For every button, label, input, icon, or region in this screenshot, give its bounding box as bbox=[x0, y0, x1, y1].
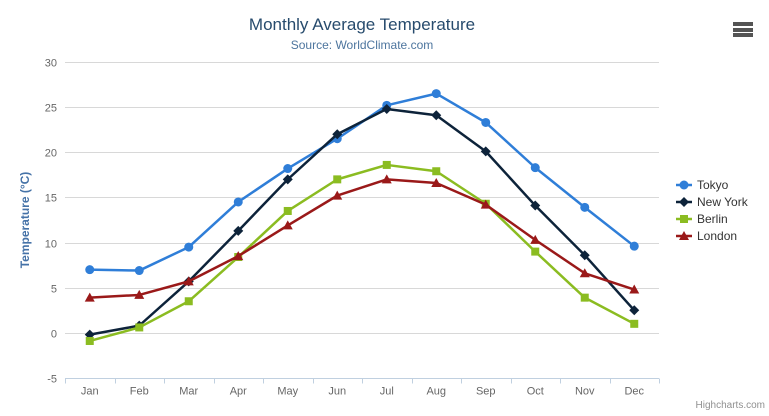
x-axis-label: Sep bbox=[476, 386, 496, 398]
x-axis-label: Oct bbox=[527, 386, 544, 398]
data-point-berlin-mar[interactable] bbox=[184, 297, 193, 306]
legend-label: Tokyo bbox=[697, 177, 729, 192]
data-point-tokyo-apr[interactable] bbox=[233, 197, 243, 207]
y-axis-label: 20 bbox=[45, 148, 57, 160]
y-axis-label: 0 bbox=[51, 329, 57, 341]
data-point-tokyo-feb[interactable] bbox=[134, 266, 144, 276]
export-menu-button[interactable] bbox=[731, 20, 755, 40]
y-axis-title: Temperature (°C) bbox=[18, 171, 32, 269]
data-point-new-york-apr[interactable] bbox=[233, 225, 244, 236]
data-point-tokyo-may[interactable] bbox=[283, 164, 293, 174]
data-point-berlin-jun[interactable] bbox=[333, 175, 342, 184]
data-point-tokyo-nov[interactable] bbox=[580, 202, 590, 212]
data-point-london-jul[interactable] bbox=[381, 174, 392, 184]
data-point-berlin-oct[interactable] bbox=[531, 247, 540, 256]
legend-item-new-york[interactable]: New York bbox=[676, 193, 748, 210]
data-point-london-jun[interactable] bbox=[332, 190, 343, 200]
data-point-berlin-aug[interactable] bbox=[432, 167, 441, 176]
data-point-berlin-feb[interactable] bbox=[135, 323, 144, 332]
data-point-berlin-jan[interactable] bbox=[85, 336, 94, 345]
data-point-tokyo-jan[interactable] bbox=[85, 265, 95, 275]
data-point-new-york-dec[interactable] bbox=[629, 305, 640, 316]
chart-title: Monthly Average Temperature bbox=[248, 15, 476, 34]
x-axis-label: Dec bbox=[624, 386, 644, 398]
series-line-london bbox=[88, 178, 636, 299]
y-axis-label: 25 bbox=[45, 103, 57, 115]
data-point-new-york-oct[interactable] bbox=[530, 200, 541, 211]
x-axis-label: May bbox=[277, 386, 298, 398]
data-point-tokyo-mar[interactable] bbox=[184, 242, 194, 252]
data-point-tokyo-dec[interactable] bbox=[629, 241, 639, 251]
data-point-london-nov[interactable] bbox=[579, 268, 590, 278]
data-point-new-york-jun[interactable] bbox=[332, 129, 343, 140]
legend-item-tokyo[interactable]: Tokyo bbox=[676, 176, 748, 193]
legend-marker-circle-icon bbox=[676, 180, 692, 189]
data-point-new-york-aug[interactable] bbox=[431, 110, 442, 121]
data-point-london-oct[interactable] bbox=[530, 234, 541, 244]
x-axis-label: Jul bbox=[380, 386, 394, 398]
data-point-new-york-jul[interactable] bbox=[381, 103, 392, 114]
series-line-tokyo bbox=[88, 92, 636, 272]
legend-symbol bbox=[679, 180, 689, 189]
data-point-berlin-dec[interactable] bbox=[630, 319, 639, 328]
legend-marker-square-icon bbox=[676, 214, 692, 223]
data-point-new-york-may[interactable] bbox=[282, 174, 293, 185]
x-axis-label: Aug bbox=[426, 386, 446, 398]
data-point-london-apr[interactable] bbox=[233, 251, 244, 261]
legend-item-london[interactable]: London bbox=[676, 227, 748, 244]
legend: Tokyo New York Berlin London bbox=[676, 176, 748, 244]
data-point-london-sep[interactable] bbox=[480, 199, 491, 209]
legend-label: New York bbox=[697, 194, 748, 209]
hamburger-icon bbox=[733, 22, 753, 37]
legend-symbol bbox=[679, 230, 689, 240]
legend-symbol bbox=[679, 196, 689, 207]
data-point-berlin-nov[interactable] bbox=[580, 293, 589, 302]
x-axis-label: Apr bbox=[230, 386, 247, 398]
x-axis-label: Nov bbox=[575, 386, 595, 398]
x-axis-label: Mar bbox=[179, 386, 198, 398]
series-line-berlin bbox=[88, 163, 636, 343]
data-point-tokyo-sep[interactable] bbox=[481, 117, 491, 127]
highcharts-credit-link[interactable]: Highcharts.com bbox=[695, 400, 765, 411]
data-point-new-york-nov[interactable] bbox=[579, 250, 590, 261]
y-axis-label: 30 bbox=[45, 58, 57, 70]
series-line-new-york bbox=[88, 107, 636, 336]
y-axis-label: 15 bbox=[45, 193, 57, 205]
legend-marker-diamond-icon bbox=[676, 196, 692, 207]
legend-item-berlin[interactable]: Berlin bbox=[676, 210, 748, 227]
data-point-berlin-may[interactable] bbox=[283, 206, 292, 215]
data-point-london-dec[interactable] bbox=[629, 284, 640, 294]
x-axis-label: Feb bbox=[130, 386, 149, 398]
x-axis-label: Jan bbox=[81, 386, 99, 398]
data-point-new-york-sep[interactable] bbox=[480, 146, 491, 157]
legend-symbol bbox=[680, 214, 688, 223]
data-point-london-aug[interactable] bbox=[431, 177, 442, 187]
y-axis-label: -5 bbox=[47, 374, 57, 386]
data-point-london-feb[interactable] bbox=[134, 289, 145, 299]
chart-subtitle: Source: WorldClimate.com bbox=[290, 38, 434, 52]
legend-label: London bbox=[697, 228, 738, 243]
data-point-london-may[interactable] bbox=[282, 220, 293, 230]
data-point-london-mar[interactable] bbox=[183, 276, 194, 286]
y-axis-label: 5 bbox=[51, 284, 57, 296]
data-point-tokyo-oct[interactable] bbox=[530, 163, 540, 173]
legend-label: Berlin bbox=[697, 211, 728, 226]
data-point-tokyo-aug[interactable] bbox=[431, 89, 441, 99]
data-point-london-jan[interactable] bbox=[84, 292, 95, 302]
x-axis-label: Jun bbox=[328, 386, 346, 398]
data-point-berlin-jul[interactable] bbox=[382, 160, 391, 169]
legend-marker-triangle-icon bbox=[676, 230, 692, 240]
y-axis-label: 10 bbox=[45, 239, 57, 251]
